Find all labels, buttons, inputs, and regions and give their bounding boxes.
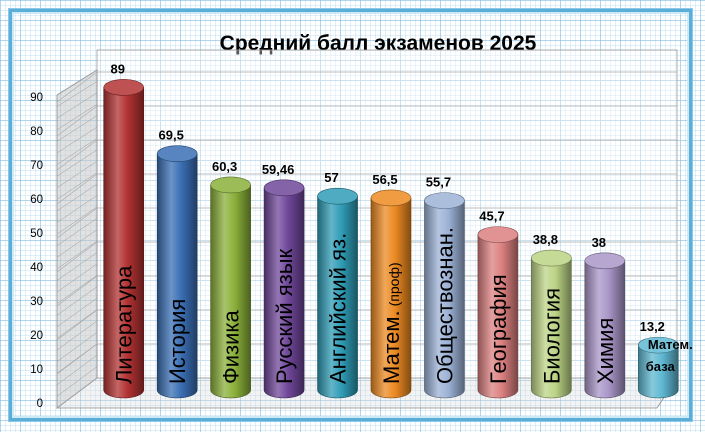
bar-body [424,200,465,399]
category-suffix: база [646,359,676,374]
y-tick-label: 0 [37,398,43,410]
y-tick-label: 80 [30,126,43,138]
category-suffix: (проф) [386,262,402,306]
bar-body [531,257,572,399]
bar-2: 69,5 История [156,128,198,399]
bar-top [103,79,145,96]
category-label: Химия [593,318,618,384]
value-label: 57 [324,170,338,185]
bar-top [637,336,679,354]
bar-body [210,184,251,399]
bar-body [637,344,679,399]
y-tick-label: 30 [30,296,43,308]
category-label: Физика [219,310,244,384]
value-label: 55,7 [426,175,451,190]
category-label: Русский язык [272,248,297,384]
value-label: 69,5 [159,128,184,143]
bar-7: 55,7 Обществознан. [424,175,465,399]
bar-body [317,195,358,399]
bar-body [477,234,519,399]
chart-walls [55,49,678,409]
category-label: Обществознан. [432,227,457,384]
value-label: 13,2 [640,319,665,334]
bar-top [424,192,465,209]
value-label: 38,8 [533,232,558,247]
bar-top [370,189,412,207]
bar-body [103,87,145,399]
bar-top [584,252,626,270]
chart-title: Средний балл экзаменов 2025 [220,32,537,55]
bar-5: 57 Английский яз. [317,170,358,399]
bar-top [210,176,251,194]
value-label: 60,3 [212,159,237,174]
y-tick-label: 10 [30,364,43,376]
value-label: 89 [110,61,124,76]
bar-10: 38 Химия [584,235,626,399]
bar-body [370,197,412,399]
category-label: Литература [112,265,137,384]
chart-frame [9,9,692,421]
bar-body [156,153,198,399]
y-tick-label: 60 [30,194,43,206]
value-label: 56,5 [372,172,397,187]
y-axis: 0 10 20 30 40 50 60 70 80 90 [30,92,43,410]
floor [55,377,678,409]
bar-11: 13,2 Матем. база [637,319,693,399]
bar-top [156,145,198,162]
bar-top [317,187,358,205]
bar-8: 45,7 География [477,209,519,399]
bar-top [263,179,305,197]
bar-4: 59,46 Русский язык [262,162,305,399]
bar-9: 38,8 Биология [531,232,572,399]
y-tick-label: 40 [30,262,43,274]
bars: 89 Литература 69,5 История 60,3 Физика 59,46 Ру… [103,61,693,399]
bar-top [477,226,519,243]
bar-body [584,260,626,399]
category-label: География [486,274,511,384]
y-tick-label: 70 [30,160,43,172]
value-label: 45,7 [479,209,504,224]
y-tick-label: 20 [30,330,43,342]
bar-1: 89 Литература [103,61,145,399]
category-label: Матем. [648,337,693,352]
bar-3: 60,3 Физика [210,159,251,399]
category-label: Биология [539,288,564,384]
bar-body [263,187,305,399]
y-tick-label: 90 [30,92,43,104]
value-label: 38 [592,235,606,250]
y-tick-label: 50 [30,228,43,240]
category-label: Английский яз. [326,233,351,384]
value-label: 59,46 [262,162,295,177]
bar-top [531,249,572,267]
category-label: История [165,299,190,384]
